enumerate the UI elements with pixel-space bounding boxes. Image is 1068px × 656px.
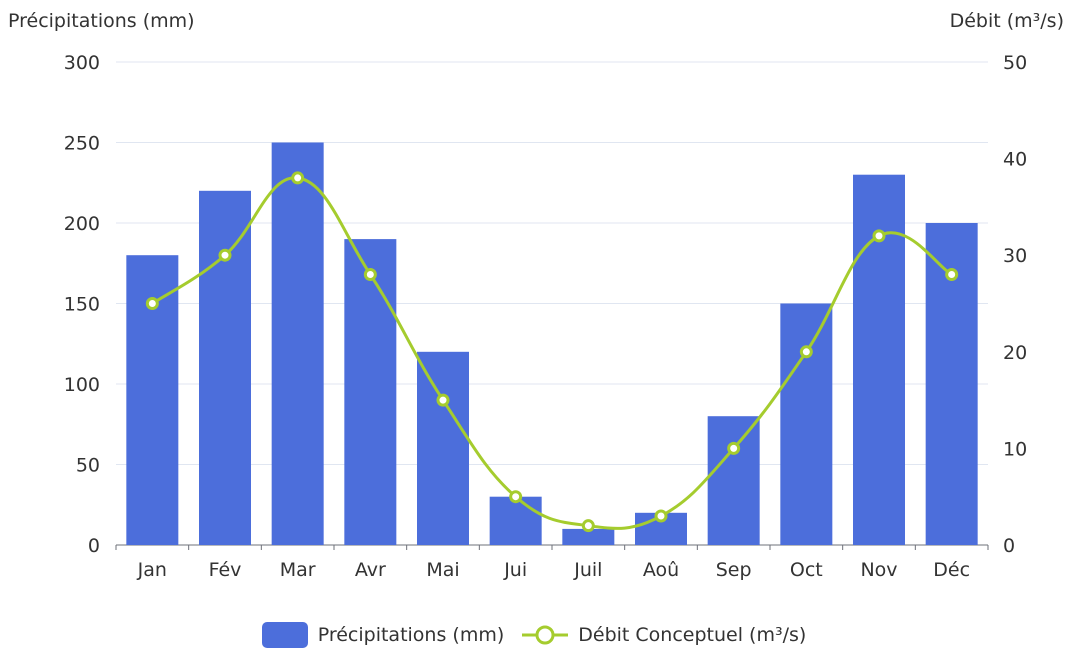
left-axis-title: Précipitations (mm) <box>8 10 195 32</box>
y-right-tick-label: 10 <box>1003 438 1027 460</box>
debit-point <box>145 297 159 310</box>
right-axis-title: Débit (m³/s) <box>949 10 1064 32</box>
x-tick-label: Fév <box>209 559 242 581</box>
y-left-tick-label: 150 <box>64 294 100 316</box>
debit-point <box>799 345 813 359</box>
y-right-tick-label: 40 <box>1003 149 1027 171</box>
x-tick-label: Juil <box>573 559 602 581</box>
x-tick-label: Avr <box>355 559 386 581</box>
debit-point <box>436 393 450 407</box>
legend-line-swatch <box>522 625 569 645</box>
y-right-tick-label: 30 <box>1003 245 1027 267</box>
bar <box>344 239 397 545</box>
debit-point <box>581 519 595 533</box>
bar <box>780 303 833 545</box>
legend-bar-swatch <box>261 622 308 648</box>
y-left-tick-label: 200 <box>64 213 100 235</box>
legend-item-debit[interactable]: Débit Conceptuel (m³/s) <box>522 622 806 648</box>
legend-label-precipitations: Précipitations (mm) <box>317 624 505 646</box>
bar <box>271 142 324 545</box>
x-tick-label: Mar <box>280 559 316 581</box>
bar <box>562 528 615 545</box>
debit-point <box>509 490 523 504</box>
debit-point <box>218 248 232 262</box>
y-left-tick-label: 0 <box>88 535 100 557</box>
y-right-tick-label: 20 <box>1003 342 1027 364</box>
y-right-tick-label: 0 <box>1003 535 1015 557</box>
debit-point <box>872 229 886 243</box>
y-left-tick-label: 50 <box>76 455 100 477</box>
y-left-tick-label: 250 <box>64 133 100 155</box>
x-tick-label: Nov <box>860 559 897 581</box>
x-tick-label: Jui <box>503 559 527 581</box>
x-tick-label: Sep <box>716 559 752 581</box>
legend-label-debit: Débit Conceptuel (m³/s) <box>578 624 807 646</box>
x-tick-label: Jan <box>137 559 167 581</box>
debit-point <box>654 509 668 523</box>
debit-point <box>291 171 305 185</box>
bar <box>489 496 542 545</box>
x-tick-label: Oct <box>790 559 823 581</box>
bar <box>417 351 469 545</box>
bar <box>199 190 251 546</box>
debit-point <box>945 268 959 282</box>
y-right-tick-label: 50 <box>1003 52 1027 74</box>
legend-item-precipitations[interactable]: Précipitations (mm) <box>261 622 505 648</box>
x-tick-label: Aoû <box>643 559 679 581</box>
chart-legend: Précipitations (mm) Débit Conceptuel (m³… <box>0 622 1068 648</box>
bar <box>707 416 760 545</box>
y-left-tick-label: 100 <box>64 374 100 396</box>
x-tick-label: Déc <box>933 559 970 581</box>
x-tick-label: Mai <box>426 559 459 581</box>
debit-point <box>727 441 741 455</box>
debit-point <box>363 268 377 282</box>
y-left-tick-label: 300 <box>64 52 100 74</box>
